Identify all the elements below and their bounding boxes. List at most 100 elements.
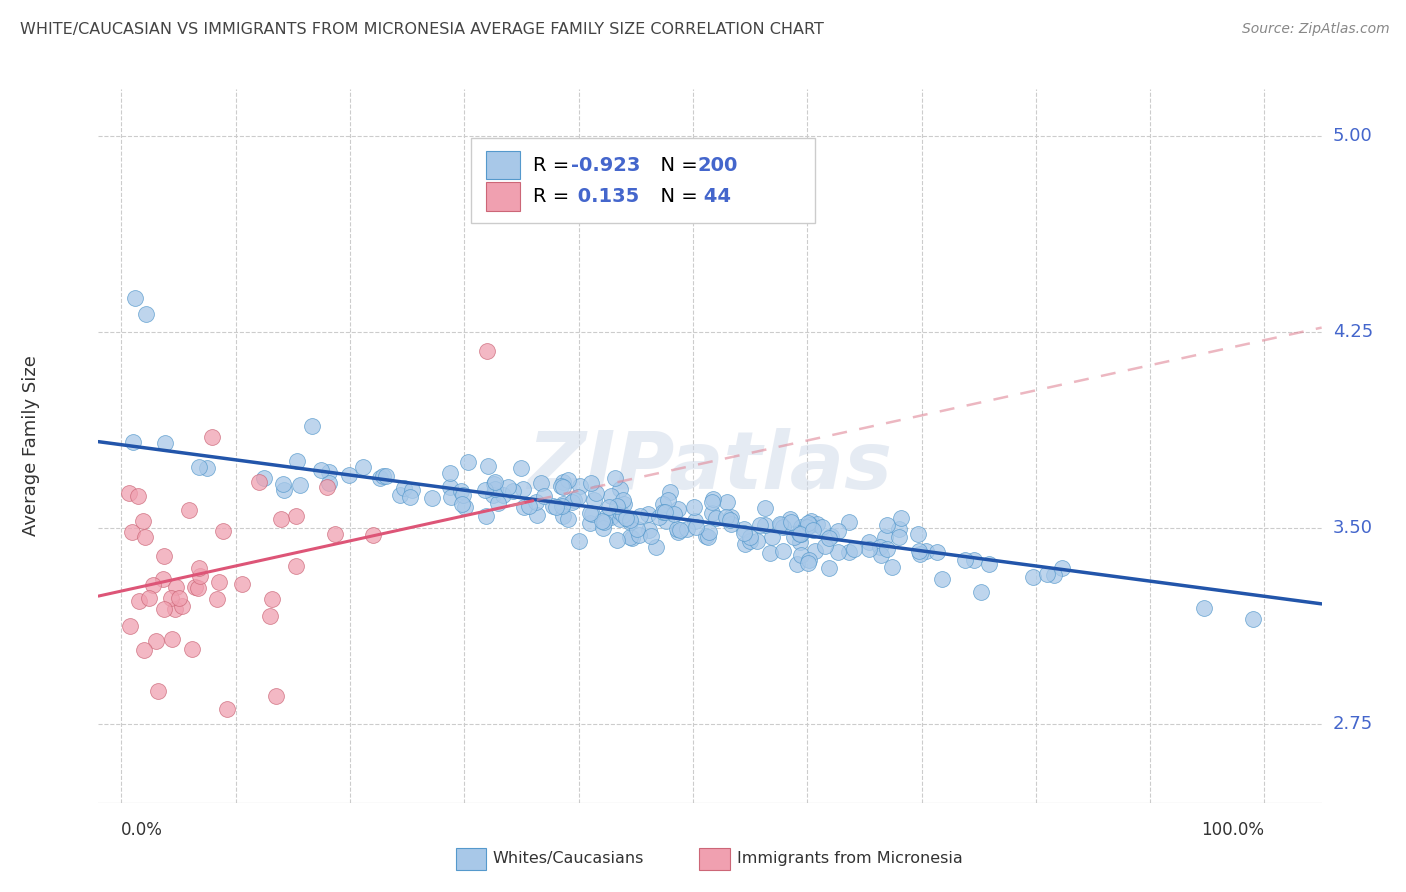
Point <box>619 515 641 529</box>
Point <box>187 460 209 475</box>
Point <box>273 483 295 497</box>
Point <box>544 500 567 515</box>
Point <box>931 573 953 587</box>
Point <box>612 508 634 522</box>
Point <box>167 591 190 605</box>
Point <box>613 497 636 511</box>
Point <box>165 580 187 594</box>
Point <box>197 461 219 475</box>
Point <box>889 530 911 544</box>
Point <box>201 430 224 444</box>
Point <box>685 520 707 534</box>
Point <box>270 511 292 525</box>
Text: WHITE/CAUCASIAN VS IMMIGRANTS FROM MICRONESIA AVERAGE FAMILY SIZE CORRELATION CH: WHITE/CAUCASIAN VS IMMIGRANTS FROM MICRO… <box>20 22 824 37</box>
Point <box>481 488 503 502</box>
Point <box>285 453 308 467</box>
Point <box>598 500 620 514</box>
Point <box>651 498 673 512</box>
Point <box>475 343 498 358</box>
Text: -0.923: -0.923 <box>571 155 640 175</box>
Point <box>685 514 707 528</box>
Point <box>772 544 794 558</box>
Point <box>963 553 986 567</box>
Text: Immigrants from Micronesia: Immigrants from Micronesia <box>737 851 963 865</box>
Text: N =: N = <box>648 155 704 175</box>
Point <box>810 520 832 534</box>
Point <box>720 509 742 524</box>
Point <box>551 475 574 489</box>
Point <box>374 469 396 483</box>
Text: Whites/Caucasians: Whites/Caucasians <box>492 851 644 865</box>
Point <box>676 522 699 536</box>
Text: 3.50: 3.50 <box>1333 519 1372 537</box>
Point <box>553 508 575 523</box>
Point <box>820 529 842 543</box>
Point <box>260 591 283 606</box>
Point <box>609 505 631 519</box>
Point <box>876 542 898 557</box>
Point <box>309 463 332 477</box>
Point <box>247 475 270 490</box>
Text: ZIPatlas: ZIPatlas <box>527 428 893 507</box>
Point <box>1192 601 1215 615</box>
Point <box>215 702 238 716</box>
Point <box>761 531 783 545</box>
Point <box>734 537 756 551</box>
Point <box>714 509 737 524</box>
Point <box>695 529 717 543</box>
Point <box>266 689 288 703</box>
Point <box>648 510 671 524</box>
Point <box>439 480 461 494</box>
Point <box>790 527 813 541</box>
Point <box>398 490 420 504</box>
Point <box>142 578 165 592</box>
Point <box>1241 612 1264 626</box>
Point <box>205 591 228 606</box>
Point <box>579 475 602 490</box>
Point <box>875 530 897 544</box>
Point <box>704 511 727 525</box>
Point <box>876 518 898 533</box>
Point <box>184 580 207 594</box>
Point <box>160 591 183 606</box>
Point <box>301 418 323 433</box>
Point <box>551 497 574 511</box>
Point <box>908 544 931 558</box>
Point <box>439 467 461 481</box>
Point <box>502 483 524 498</box>
Point <box>606 499 628 513</box>
Point <box>770 517 793 532</box>
Point <box>177 502 200 516</box>
Point <box>557 473 579 487</box>
Point <box>908 547 931 561</box>
Point <box>128 594 150 608</box>
Point <box>697 524 720 539</box>
Point <box>553 480 575 494</box>
Point <box>907 527 929 541</box>
Point <box>482 477 505 491</box>
Point <box>591 515 613 529</box>
Point <box>132 514 155 528</box>
Point <box>526 508 548 522</box>
Point <box>799 553 821 567</box>
Point <box>600 510 623 524</box>
Point <box>838 515 860 529</box>
Point <box>188 568 211 582</box>
Point <box>121 524 143 539</box>
Point <box>163 602 186 616</box>
Point <box>740 533 762 548</box>
Point <box>337 468 360 483</box>
Point <box>569 479 592 493</box>
Point <box>806 517 828 532</box>
Point <box>484 482 506 496</box>
Point <box>927 545 949 559</box>
Point <box>160 632 183 646</box>
Point <box>440 490 463 504</box>
Point <box>599 489 621 503</box>
Point <box>953 553 976 567</box>
Point <box>585 486 607 500</box>
Point <box>720 517 742 532</box>
Point <box>754 518 776 533</box>
Point <box>858 535 880 549</box>
Point <box>284 509 307 524</box>
